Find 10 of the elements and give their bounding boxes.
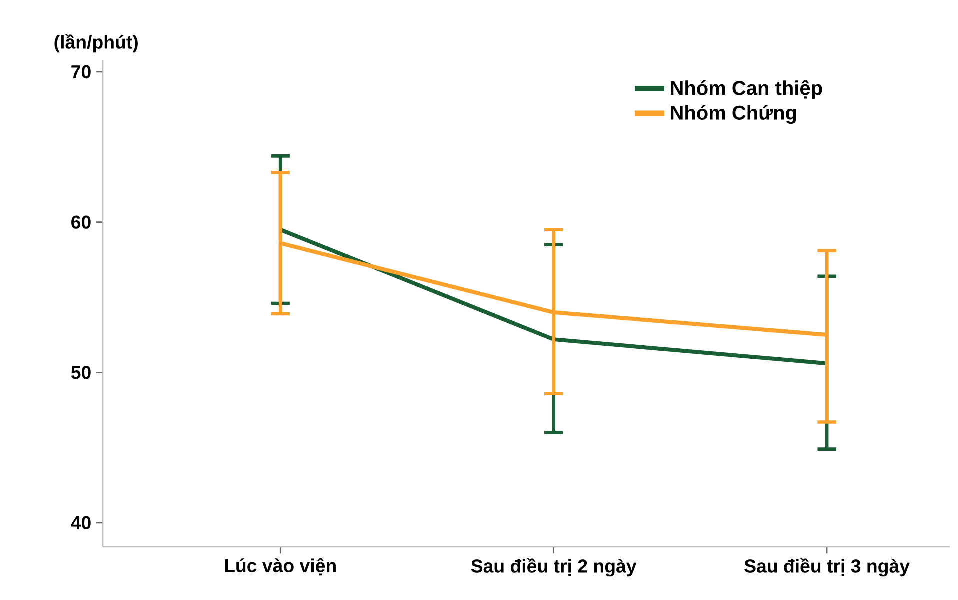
legend-label: Nhóm Can thiệp xyxy=(671,80,822,100)
y-axis-title: (lần/phút) xyxy=(54,34,138,53)
x-tick-label: Sau điều trị 3 ngày xyxy=(744,558,910,577)
y-tick-label: 70 xyxy=(72,65,91,79)
y-tick-label: 60 xyxy=(72,216,91,229)
x-tick-label: Sau điều trị 2 ngày xyxy=(471,558,637,577)
y-tick-label: 50 xyxy=(71,366,91,380)
x-tick-label: Lúc vào viện xyxy=(225,558,336,576)
y-tick-label: 40 xyxy=(71,516,91,530)
legend-label: Nhóm Chứng xyxy=(671,105,796,124)
